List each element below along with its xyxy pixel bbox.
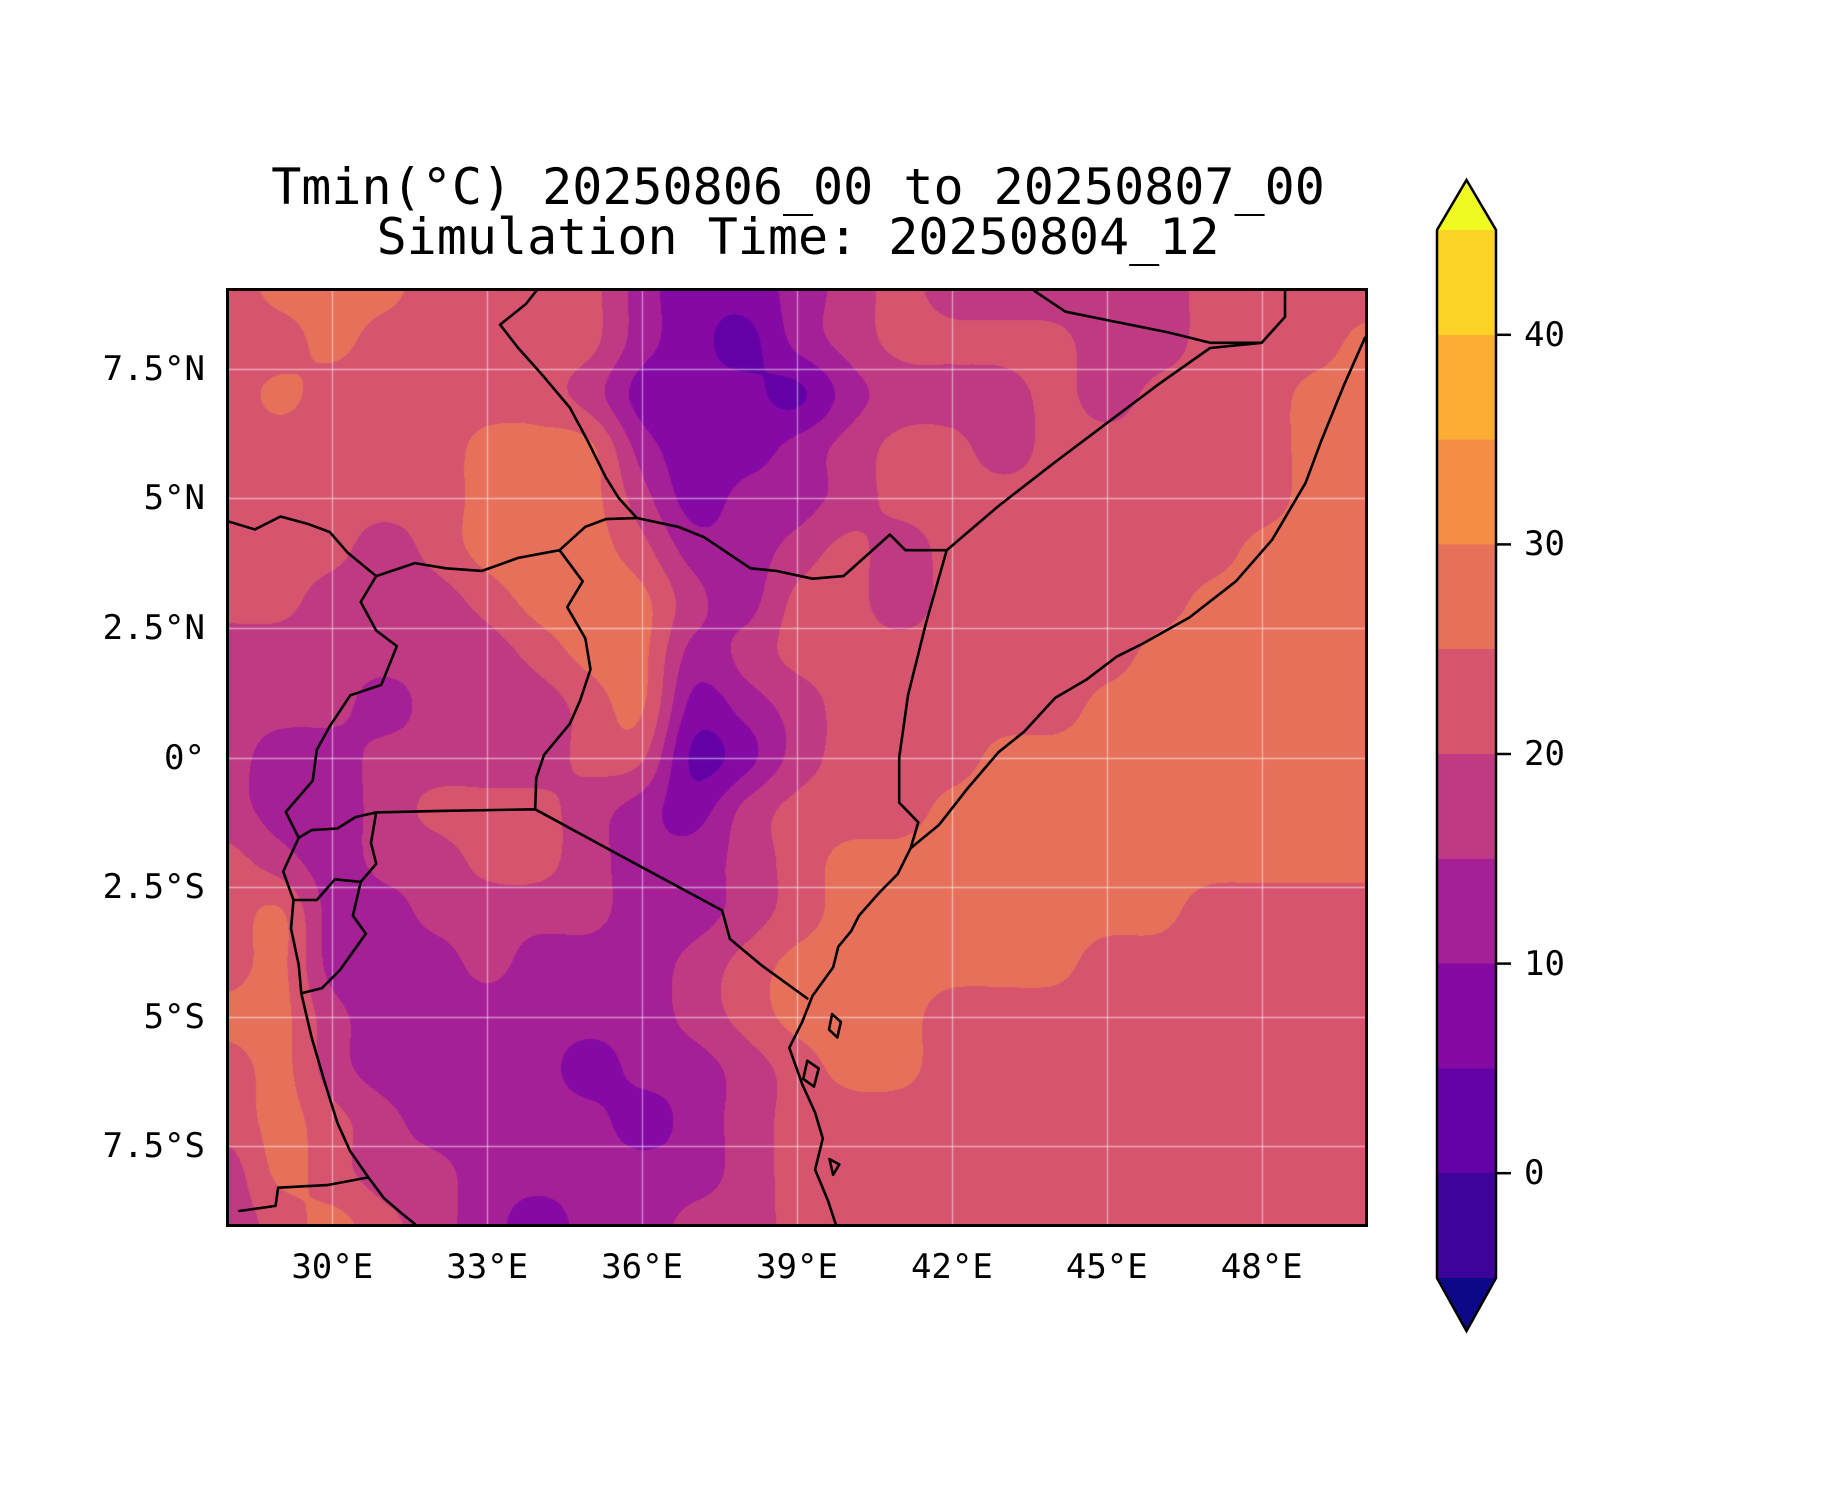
colorbar-band [1437, 230, 1496, 335]
y-tick-label: 7.5°S [102, 1126, 205, 1167]
x-tick-label: 33°E [446, 1247, 529, 1287]
y-tick-label: 0° [164, 737, 205, 778]
colorbar-band [1437, 754, 1496, 859]
temperature-field-canvas [229, 291, 1365, 1224]
x-tick-label: 30°E [291, 1247, 374, 1287]
colorbar-over-arrow [1437, 180, 1496, 230]
map-panel [226, 288, 1368, 1227]
x-tick-label: 45°E [1065, 1247, 1148, 1287]
y-tick-label: 2.5°S [102, 867, 205, 908]
colorbar-tick-label: 0 [1524, 1153, 1545, 1194]
colorbar-band [1437, 1173, 1496, 1278]
y-tick-label: 5°S [143, 996, 205, 1037]
plot-subtitle: Simulation Time: 20250804_12 [376, 208, 1220, 266]
colorbar-band [1437, 1068, 1496, 1174]
colorbar-band [1437, 439, 1496, 545]
colorbar-tick-label: 10 [1524, 943, 1565, 984]
colorbar-band [1437, 858, 1496, 964]
colorbar-tick-label: 30 [1524, 524, 1565, 565]
colorbar-band [1437, 334, 1496, 440]
colorbar-band [1437, 649, 1496, 754]
colorbar-tick-label: 40 [1524, 314, 1565, 355]
colorbar-under-arrow [1437, 1278, 1496, 1331]
x-tick-label: 48°E [1220, 1247, 1303, 1287]
y-tick-label: 7.5°N [102, 348, 205, 389]
x-tick-label: 42°E [910, 1247, 993, 1287]
plot-title: Tmin(°C) 20250806_00 to 20250807_00 [271, 158, 1325, 216]
y-tick-label: 2.5°N [102, 607, 205, 648]
colorbar-outline [1435, 177, 1498, 1334]
x-tick-label: 36°E [601, 1247, 684, 1287]
colorbar-tick-label: 20 [1524, 734, 1565, 774]
x-tick-label: 39°E [756, 1247, 838, 1287]
colorbar-band [1437, 963, 1496, 1069]
y-tick-label: 5°N [143, 478, 205, 519]
colorbar-band [1437, 544, 1496, 650]
